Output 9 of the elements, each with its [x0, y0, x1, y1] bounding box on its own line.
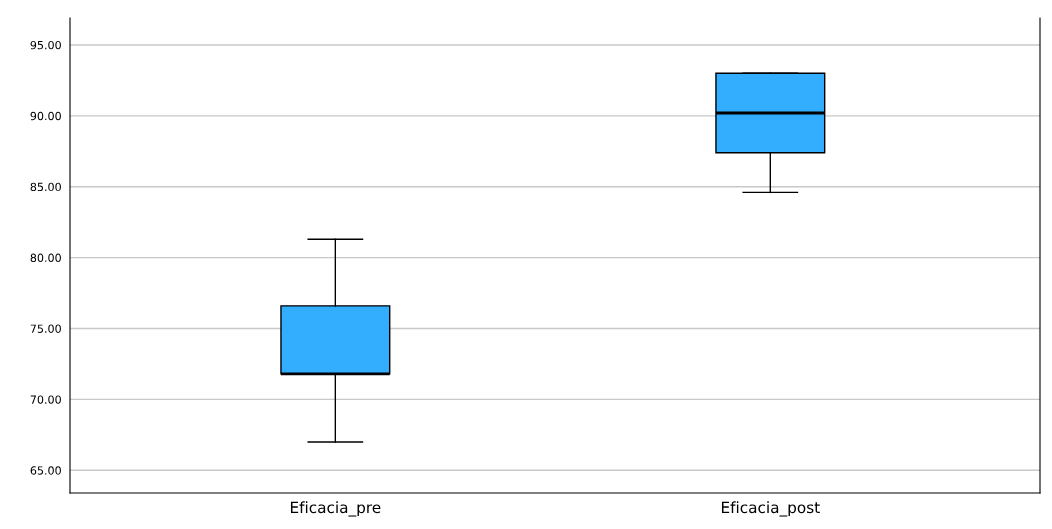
y-tick-label: 65.00: [30, 466, 61, 475]
x-tick-label: Eficacia_post: [721, 501, 820, 517]
y-tick-label: 90.00: [30, 111, 61, 121]
y-tick-label: 70.00: [30, 395, 61, 404]
x-tick-label: Eficacia_pre: [290, 501, 381, 517]
y-tick-label: 95.00: [30, 40, 61, 50]
y-tick-label: 75.00: [30, 324, 61, 333]
y-tick-label: 85.00: [30, 182, 61, 192]
y-tick-label: 80.00: [30, 253, 61, 263]
